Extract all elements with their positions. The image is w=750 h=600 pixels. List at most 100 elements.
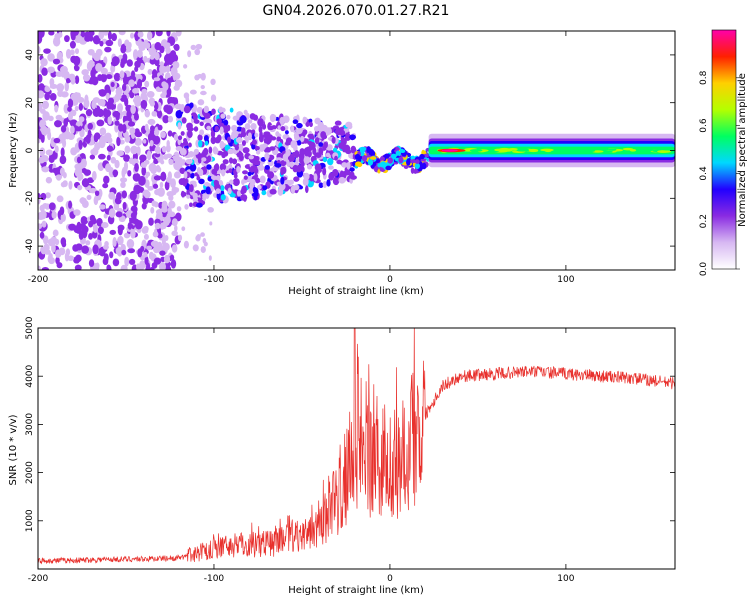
y-tick-label: -40 (25, 238, 35, 253)
heatmap-cell (346, 161, 351, 170)
heatmap-cell (88, 187, 97, 194)
heatmap-cell (159, 64, 165, 75)
heatmap-cell (99, 127, 107, 136)
heatmap-cell (173, 133, 179, 141)
heatmap-cell (204, 182, 210, 187)
heatmap-cell (314, 137, 320, 145)
heatmap-cell (180, 191, 187, 197)
heatmap-cell (121, 123, 127, 134)
heatmap-cell (196, 234, 201, 240)
heatmap-cell (189, 202, 193, 207)
heatmap-cell (41, 267, 50, 270)
heatmap-cell (179, 167, 186, 174)
heatmap-cell (160, 131, 166, 139)
heatmap-cell (127, 248, 136, 254)
heatmap-cell (58, 31, 63, 38)
heatmap-cell (133, 95, 142, 105)
snr-background (38, 328, 675, 569)
heatmap-cell (38, 45, 41, 55)
heatmap-cell (164, 82, 169, 91)
heatmap-cell (154, 57, 160, 67)
heatmap-cell (74, 124, 83, 132)
y-tick-label: 1000 (25, 509, 35, 532)
heatmap-cell (154, 222, 161, 230)
heatmap-cell (170, 50, 177, 59)
heatmap-cell (110, 156, 117, 164)
spectrogram-ylabel: Frequency (Hz) (8, 112, 19, 188)
heatmap-cell (339, 172, 345, 177)
heatmap-cell (179, 104, 185, 112)
heatmap-cell (266, 134, 274, 142)
heatmap-cell (296, 122, 303, 129)
heatmap-cell (146, 90, 155, 98)
heatmap-cell (195, 43, 203, 50)
heatmap-cell (302, 116, 307, 125)
colorbar-ticks: 0.0 0.2 0.4 0.6 0.8 (699, 70, 740, 276)
heatmap-cell (166, 77, 174, 83)
heatmap-cell (360, 150, 365, 156)
heatmap-cell (215, 175, 221, 182)
heatmap-cell (194, 48, 201, 56)
heatmap-cell (277, 125, 282, 130)
heatmap-cell (165, 65, 171, 73)
heatmap-cell (59, 155, 67, 165)
heatmap-cell (188, 151, 194, 158)
heatmap-cell (107, 97, 115, 105)
heatmap-cell (267, 125, 274, 131)
heatmap-cell (120, 57, 128, 64)
figure-title: GN04.2026.070.01.27.R21 (263, 3, 450, 19)
heatmap-cell (177, 135, 183, 141)
heatmap-cell (264, 164, 270, 170)
heatmap-cell (174, 224, 178, 232)
heatmap-cell (660, 147, 675, 151)
heatmap-cell (45, 149, 53, 156)
y-tick-label: 40 (25, 49, 35, 61)
heatmap-cell (280, 176, 285, 185)
heatmap-cell (163, 254, 171, 264)
heatmap-cell (102, 31, 109, 36)
heatmap-cell (228, 157, 233, 164)
heatmap-cell (385, 165, 392, 171)
heatmap-cell (196, 166, 201, 175)
x-tick-label: -100 (204, 574, 225, 584)
heatmap-cell (181, 117, 187, 124)
heatmap-cell (55, 249, 62, 258)
heatmap-cell (292, 119, 299, 125)
heatmap-cell (94, 132, 101, 140)
heatmap-cell (130, 228, 136, 239)
heatmap-cell (336, 159, 343, 165)
heatmap-cell (55, 114, 63, 121)
heatmap-cell (146, 171, 151, 177)
heatmap-cell (151, 69, 158, 78)
heatmap-cell (104, 133, 109, 140)
heatmap-cell (189, 163, 197, 172)
heatmap-cell (200, 85, 205, 90)
heatmap-cell (414, 162, 420, 170)
heatmap-cell (154, 41, 162, 51)
heatmap-cell (284, 141, 291, 146)
heatmap-cell (146, 245, 153, 251)
heatmap-cell (44, 92, 51, 101)
heatmap-cell (134, 138, 142, 146)
heatmap-cell (138, 41, 147, 51)
heatmap-cell (240, 127, 246, 134)
heatmap-cell (98, 31, 105, 40)
heatmap-cell (118, 31, 126, 36)
heatmap-cell (128, 79, 135, 87)
heatmap-cell (99, 204, 106, 210)
heatmap-cell (191, 112, 197, 117)
heatmap-cell (165, 144, 171, 153)
heatmap-cell (148, 217, 154, 226)
heatmap-cell (293, 176, 300, 182)
heatmap-cell (379, 161, 387, 168)
heatmap-cell (159, 181, 164, 189)
heatmap-cell (343, 127, 350, 133)
heatmap-cell (96, 119, 105, 127)
heatmap-cell (309, 121, 313, 128)
heatmap-cell (390, 153, 397, 160)
heatmap-cell (173, 74, 177, 81)
heatmap-cell (169, 56, 177, 63)
snr-ylabel: SNR (10 * v/v) (8, 414, 19, 485)
